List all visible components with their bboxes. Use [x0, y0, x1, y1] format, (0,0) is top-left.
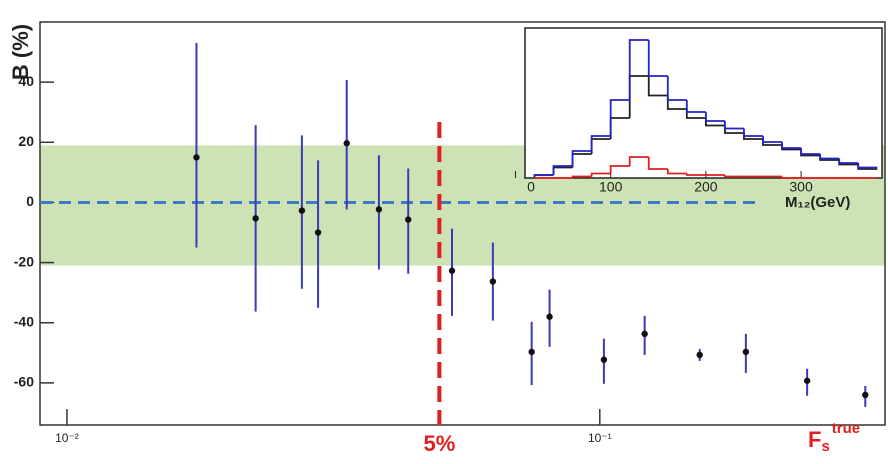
histogram-step — [647, 157, 668, 170]
histogram-step — [724, 175, 744, 178]
histogram-step — [819, 154, 840, 160]
histogram-step — [647, 76, 668, 97]
histogram-step — [857, 163, 878, 169]
inset-x-tick-label: 0 — [527, 179, 535, 195]
inset-x-tick-label: 100 — [599, 179, 623, 195]
histogram-step — [552, 165, 573, 175]
point — [489, 278, 497, 285]
point — [641, 330, 648, 338]
histogram-step — [800, 148, 821, 155]
histogram-step — [666, 169, 687, 175]
y-tick-label: -60 — [14, 374, 34, 390]
inset-x-title: M₁₂(GeV) — [785, 194, 850, 211]
point — [742, 348, 750, 356]
histogram-step — [781, 142, 802, 149]
histogram-step — [838, 158, 859, 164]
point — [600, 356, 608, 363]
point — [696, 351, 703, 359]
histogram-step — [685, 100, 706, 113]
histogram-step — [609, 99, 630, 136]
x-tick-label: 10⁻¹ — [588, 431, 612, 445]
x-title-base: F — [808, 427, 821, 452]
inset-x-tick-label: 300 — [789, 179, 813, 195]
y-tick-label: 0 — [26, 193, 34, 209]
histogram-step — [571, 175, 592, 178]
histogram-step — [781, 176, 802, 179]
histogram-step — [743, 128, 763, 137]
point — [528, 348, 535, 356]
point — [314, 229, 322, 236]
inset-frame — [524, 27, 883, 179]
y-tick-label: -20 — [14, 253, 34, 269]
x-tick-label: 10⁻² — [55, 431, 79, 445]
x-axis-title: Fstrue — [808, 420, 860, 455]
histogram-step — [571, 150, 592, 166]
point — [252, 215, 259, 222]
histogram-step — [724, 121, 744, 130]
point — [405, 216, 412, 223]
y-tick-label: 40 — [18, 73, 34, 89]
point — [803, 377, 811, 384]
histogram-step — [628, 39, 649, 100]
point — [193, 154, 200, 161]
point — [375, 206, 383, 213]
histogram-step — [590, 172, 611, 177]
histogram-step — [666, 76, 687, 101]
x-title-sub: s — [821, 438, 829, 455]
point — [298, 207, 306, 214]
histogram-step — [609, 165, 630, 174]
point — [343, 140, 350, 147]
histogram-step — [762, 136, 783, 143]
histogram-step — [628, 156, 649, 166]
x-title-sup: true — [832, 420, 860, 437]
point — [862, 391, 869, 399]
y-tick-label: -40 — [14, 313, 34, 329]
histogram-step — [590, 135, 611, 151]
histogram-step — [685, 173, 706, 176]
point — [546, 313, 553, 320]
y-axis-title: B (%) — [8, 24, 33, 80]
inset-x-tick-label: 200 — [694, 179, 718, 195]
histogram-step — [704, 112, 725, 122]
threshold-label: 5% — [423, 431, 455, 456]
histogram-step — [533, 174, 554, 178]
histogram-step — [647, 40, 668, 77]
plot-frame — [39, 21, 886, 426]
point — [448, 267, 456, 274]
y-tick-label: 20 — [18, 133, 34, 149]
